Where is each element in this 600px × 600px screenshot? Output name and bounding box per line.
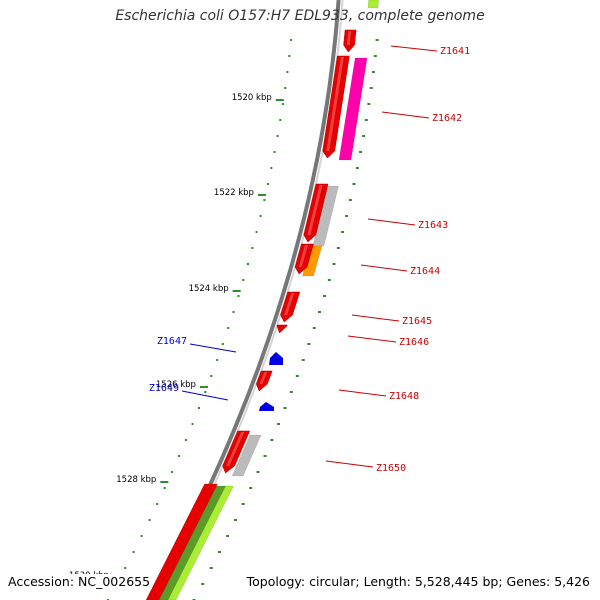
gene-arrow-z1641-shine [346,31,352,45]
feature-block-yellowgreen [167,485,235,600]
scale-label: 1526 kbp [156,380,196,390]
backbone [150,0,344,600]
gene-label-z1644: Z1644 [410,266,440,277]
gene-leader-line [189,343,237,353]
gene-arrow-z1650-shine [226,432,245,466]
feature-block-gray-2 [231,434,262,477]
backbone-line [150,0,341,600]
gene-arrow-z1648 [256,370,273,392]
scale-label: 1520 kbp [232,93,272,103]
gene-label-z1643: Z1643 [418,220,448,231]
gene-leader-line [351,314,400,322]
gene-leader-line [360,264,408,272]
feature-block-magenta [338,57,368,161]
accession-text: Accession: NC_002655 [6,574,153,589]
gene-arrow-z1647 [269,352,283,365]
gene-arrow-z1642 [322,55,350,159]
gene-label-z1650: Z1650 [376,463,406,474]
gene-leader-line [367,218,416,226]
scale-label: 1524 kbp [189,284,229,294]
genome-summary-text: Topology: circular; Length: 5,528,445 bp… [244,574,592,589]
gene-leader-line [325,460,374,468]
gene-block-forward-bottom [145,483,219,600]
gene-label-z1647: Z1647 [157,336,187,347]
gene-label-z1648: Z1648 [389,391,419,402]
gene-arrow-z1643 [303,183,329,243]
gene-arrow-z1648-shine [259,372,268,384]
gene-arrow-z1643-shine [307,185,323,235]
gene-label-z1642: Z1642 [432,113,462,124]
gene-arrow-z1642-shine [326,57,344,151]
backbone-highlight [155,0,344,600]
gene-label-z1641: Z1641 [440,46,470,57]
gene-arrow-z1641 [343,29,357,53]
gene-track [145,29,357,600]
gene-leader-line [381,111,430,119]
map-title: Escherichia coli O157:H7 EDL933, complet… [115,8,485,24]
gene-label-z1645: Z1645 [402,316,432,327]
feature-block-darkgreen [157,485,228,600]
gene-arrow-z1645-shine [284,293,295,315]
gene-leader-line [338,389,387,397]
gene-labels: Z1641 Z1642 Z1643 Z1644 Z1645 Z1646 Z1647 Z1648… [149,45,470,474]
gene-arrow-z1645 [280,291,301,323]
gene-label-z1646: Z1646 [399,337,429,348]
scale-label: 1522 kbp [214,188,254,198]
gene-arrow-z1650 [222,430,251,474]
gene-leader-line [181,390,229,401]
gene-leader-line [347,335,397,343]
gene-leader-line [390,45,438,52]
gene-label-z1649: Z1649 [149,383,179,394]
gene-arrow-z1649 [259,402,274,411]
gene-arrow-z1644 [294,243,314,275]
feature-block-yellowgreen-top [367,0,379,9]
scale-label: 1528 kbp [116,475,156,485]
gene-arrow-z1644-shine [298,245,309,267]
gene-arrow-z1646 [276,324,288,334]
feature-tracks [157,0,379,600]
